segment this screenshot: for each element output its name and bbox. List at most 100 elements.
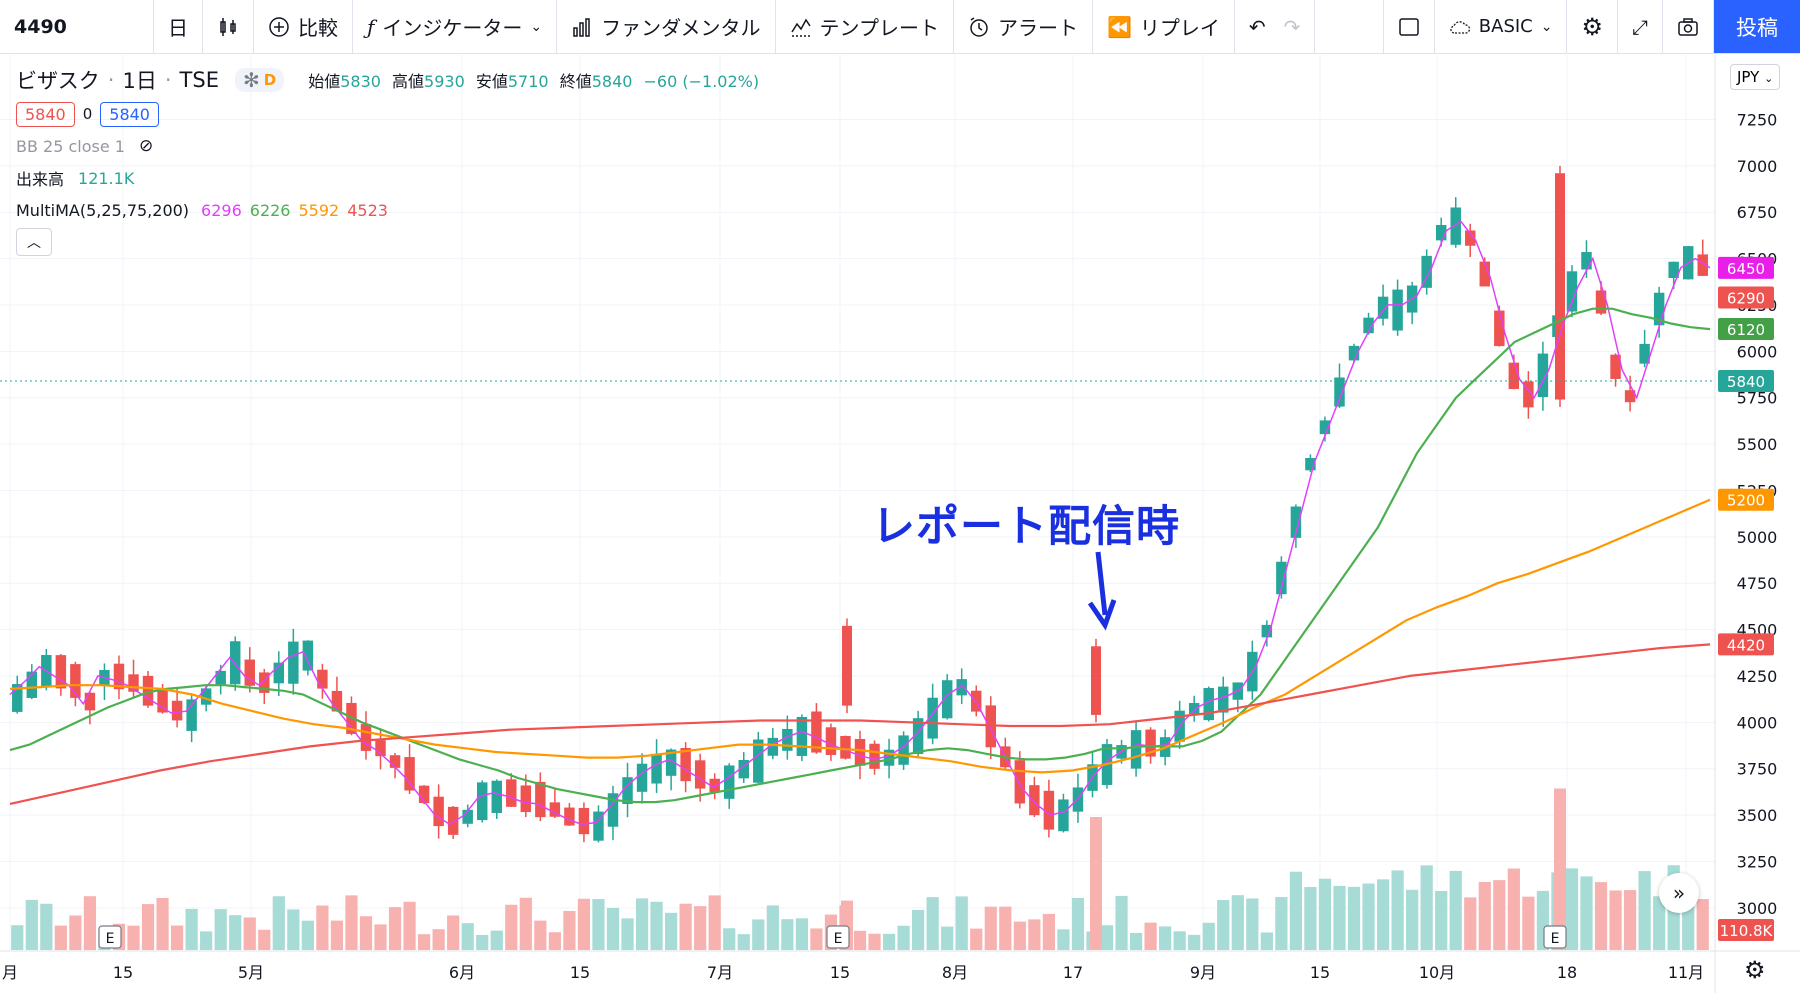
- time-tick-label: 月: [2, 963, 18, 982]
- price-axis[interactable]: 7250700067506500625060005750550052505000…: [1737, 110, 1778, 917]
- volume-bar: [1391, 870, 1404, 950]
- candle-body: [1421, 255, 1432, 288]
- candle-body: [1348, 345, 1360, 361]
- volume-bar: [635, 898, 649, 950]
- candle-body: [244, 659, 255, 686]
- candle-body: [825, 727, 837, 755]
- candle-body: [622, 777, 633, 805]
- bb-indicator-label: BB 25 close 1: [16, 136, 125, 156]
- layout-name-button[interactable]: BASIC ⌄: [1435, 0, 1568, 53]
- scroll-to-realtime-button[interactable]: »: [1659, 873, 1699, 913]
- volume-bar: [1159, 926, 1172, 950]
- volume-bar: [418, 934, 431, 950]
- volume-bar: [1406, 889, 1419, 950]
- time-tick-label: 10月: [1419, 963, 1455, 982]
- bid-ask-row: 5840 0 5840: [16, 98, 765, 130]
- candle-body: [578, 807, 590, 835]
- candle-body: [1334, 377, 1345, 407]
- time-tick-label: 9月: [1190, 963, 1216, 982]
- candle-body: [1145, 729, 1156, 757]
- volume-bar: [301, 920, 314, 950]
- callout-arrow-shaft: [1095, 551, 1108, 616]
- volume-bar: [1129, 932, 1143, 950]
- time-tick-label: 15: [830, 963, 850, 982]
- earnings-marker-label: E: [106, 931, 115, 947]
- templates-button[interactable]: テンプレート: [776, 0, 954, 53]
- ma-indicator-row[interactable]: MultiMA(5,25,75,200) 6296 6226 5592 4523: [16, 194, 765, 226]
- undo-button[interactable]: ↶ ↷: [1235, 0, 1316, 53]
- candle-body: [738, 759, 749, 779]
- candle-body: [331, 690, 343, 712]
- spread-value: 0: [82, 105, 93, 123]
- volume-bar: [200, 931, 213, 950]
- symbol-search[interactable]: 4490: [0, 0, 154, 53]
- template-chart-icon: [790, 18, 811, 37]
- volume-bar: [1042, 913, 1055, 950]
- bb-indicator-row[interactable]: BB 25 close 1 ⊘: [16, 130, 765, 162]
- volume-bar: [1217, 900, 1230, 950]
- undo-icon: ↶: [1248, 14, 1266, 39]
- candle-body: [157, 689, 168, 713]
- ma75-value: 5592: [298, 200, 340, 220]
- candle-body: [418, 785, 430, 804]
- price-tag-box: [1718, 318, 1774, 341]
- price-tick-label: 3750: [1737, 760, 1778, 779]
- candle-body: [927, 697, 938, 739]
- candle-body: [128, 674, 139, 692]
- fundamentals-button[interactable]: ファンダメンタル: [557, 0, 776, 53]
- price-tag-box: [1718, 633, 1774, 656]
- candles-icon: [220, 17, 236, 36]
- interval-button[interactable]: 日: [154, 0, 203, 53]
- volume-bar: [1115, 895, 1128, 950]
- compare-button[interactable]: 比較: [254, 0, 353, 53]
- price-tick-label: 4250: [1737, 667, 1778, 686]
- volume-bar: [665, 912, 678, 950]
- eye-hidden-icon[interactable]: ⊘: [138, 136, 154, 156]
- plus-circle-icon: [269, 16, 289, 37]
- price-chart[interactable]: 7250700067506500625060005750550052505000…: [0, 55, 1800, 993]
- snapshot-button[interactable]: [1663, 0, 1714, 53]
- candle-body: [1653, 292, 1665, 326]
- ma-label: MultiMA(5,25,75,200): [16, 200, 190, 220]
- volume-bar: [476, 934, 489, 950]
- chart-type-button[interactable]: [203, 0, 254, 53]
- compare-label: 比較: [298, 16, 338, 40]
- time-tick-label: 18: [1557, 963, 1577, 982]
- collapse-legend-button[interactable]: ︿: [16, 228, 52, 256]
- volume-bar: [984, 906, 997, 950]
- candle-body: [1058, 799, 1069, 832]
- time-tick-label: 15: [113, 963, 133, 982]
- alert-button[interactable]: アラート: [954, 0, 1093, 53]
- volume-indicator-row[interactable]: 出来高 121.1K: [16, 162, 765, 194]
- sell-price-button[interactable]: 5840: [16, 101, 75, 127]
- collapse-row: ︿: [16, 226, 765, 258]
- ma5-line: [9, 220, 1711, 826]
- volume-bar: [970, 928, 983, 950]
- volume-bar: [40, 903, 53, 950]
- fullscreen-button[interactable]: ⤢: [1618, 0, 1663, 53]
- candle-body: [259, 672, 270, 693]
- market-status-badge[interactable]: ✻ D: [234, 68, 285, 92]
- volume-bar: [868, 933, 881, 950]
- volume-bar: [592, 899, 605, 950]
- volume-bar: [170, 925, 184, 950]
- replay-button[interactable]: ⏪ リプレイ: [1093, 0, 1235, 53]
- buy-price-button[interactable]: 5840: [100, 101, 159, 127]
- time-axis[interactable]: 月 15 5月 6月 15 7月 15 8月 17 9月 15 10月 18 11月: [2, 963, 1704, 982]
- candle-body: [1043, 790, 1055, 830]
- price-tick-label: 5750: [1737, 389, 1778, 408]
- price-tag-label: 5200: [1727, 492, 1765, 510]
- volume-bar: [1013, 921, 1026, 950]
- indicators-button[interactable]: ƒ インジケーター ⌄: [353, 0, 558, 53]
- layout-button[interactable]: [1382, 0, 1435, 53]
- candle-body: [811, 711, 822, 753]
- post-button[interactable]: 投稿: [1714, 0, 1800, 53]
- volume-bar: [185, 908, 198, 950]
- volume-bar: [737, 934, 750, 950]
- chart-settings-button[interactable]: ⚙: [1744, 956, 1766, 984]
- candle-body: [113, 663, 125, 690]
- volume-bar: [1333, 885, 1346, 950]
- volume-bars: [11, 788, 1709, 950]
- currency-button[interactable]: JPY ⌄: [1730, 64, 1781, 90]
- settings-button[interactable]: ⚙: [1567, 0, 1618, 53]
